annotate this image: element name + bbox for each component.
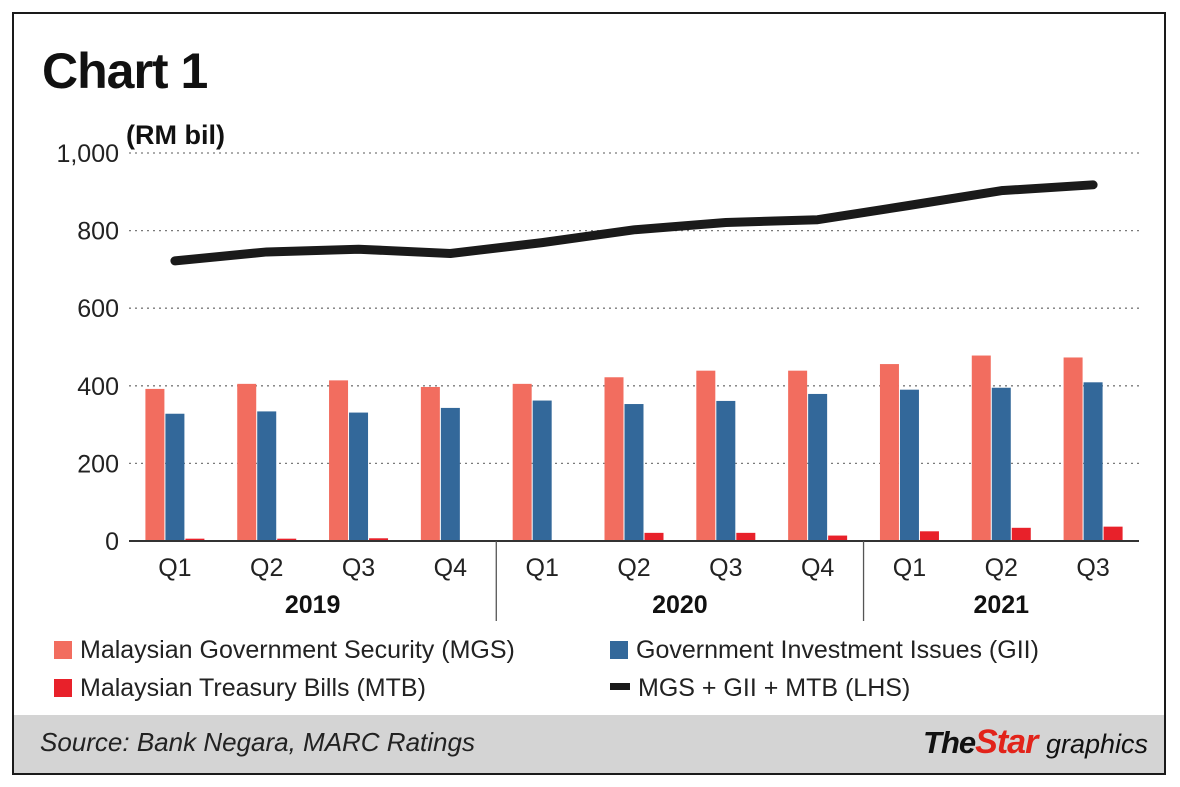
bar-gii (808, 393, 828, 541)
x-tick-label: Q2 (617, 554, 650, 582)
x-tick-label: Q4 (434, 554, 467, 582)
legend-item-total: MGS + GII + MTB (LHS) (610, 674, 910, 703)
bar-mtb (277, 538, 297, 541)
bar-gii (716, 400, 736, 541)
x-tick-label: Q3 (342, 554, 375, 582)
brand-the: The (923, 725, 976, 760)
bar-gii (1083, 382, 1103, 541)
x-tick-label: Q3 (709, 554, 742, 582)
bar-mtb (1103, 526, 1123, 541)
legend-label-mtb: Malaysian Treasury Bills (MTB) (80, 674, 426, 702)
y-tick-label: 600 (77, 295, 119, 323)
year-group-label: 2021 (973, 591, 1029, 619)
legend-item-mtb: Malaysian Treasury Bills (MTB) (54, 674, 426, 703)
unit-label: (RM bil) (126, 120, 225, 150)
bar-mgs (420, 386, 440, 541)
y-tick-label: 800 (77, 218, 119, 246)
bar-mgs (696, 370, 716, 541)
chart-title: Chart 1 (42, 43, 208, 99)
total-point (540, 241, 544, 245)
legend-swatch-mgs (54, 641, 72, 659)
total-point (357, 247, 361, 251)
total-point (173, 259, 177, 263)
bar-mgs (237, 383, 257, 541)
total-point (1091, 183, 1095, 187)
chart-plot: 0 200 400 600 800 1,000 Q1 Q2 Q3 Q4 Q1 Q2 Q3 Q4 Q1 Q2 Q3… (56, 140, 1139, 621)
legend-swatch-mtb (54, 679, 72, 697)
bar-mtb (1011, 527, 1031, 541)
bar-mgs (879, 364, 899, 541)
total-point (448, 251, 452, 255)
chart-frame: Chart 1 (RM bil) 0 200 400 600 800 1,000 Q1 Q2 Q… (12, 12, 1166, 775)
legend-swatch-gii (610, 641, 628, 659)
legend-label-total: MGS + GII + MTB (LHS) (638, 674, 911, 702)
bar-gii (257, 411, 277, 541)
total-point (632, 228, 636, 232)
y-tick-label: 400 (77, 373, 119, 401)
y-tick-label: 200 (77, 450, 119, 478)
bar-mgs (788, 370, 808, 541)
bar-gii (165, 413, 185, 541)
x-tick-label: Q2 (250, 554, 283, 582)
bar-mtb (369, 538, 389, 541)
bar-gii (532, 400, 552, 541)
legend-item-mgs: Malaysian Government Security (MGS) (54, 636, 515, 665)
y-tick-label: 0 (105, 528, 119, 556)
bar-mgs (1063, 357, 1083, 541)
legend-item-gii: Government Investment Issues (GII) (610, 636, 1039, 665)
total-point (907, 203, 911, 207)
x-tick-label: Q1 (893, 554, 926, 582)
bar-mgs (145, 388, 165, 541)
bar-gii (624, 404, 644, 541)
bar-mgs (604, 377, 624, 541)
legend-label-mgs: Malaysian Government Security (MGS) (80, 636, 515, 664)
brand-star: Star (975, 723, 1038, 761)
x-tick-label: Q1 (526, 554, 559, 582)
bar-gii (440, 407, 460, 541)
bar-mtb (919, 531, 939, 541)
y-tick-label: 1,000 (56, 140, 119, 168)
x-tick-label: Q2 (985, 554, 1018, 582)
x-tick-label: Q1 (158, 554, 191, 582)
legend-label-gii: Government Investment Issues (GII) (636, 636, 1039, 664)
year-group-label: 2019 (285, 591, 341, 619)
brand-graphics: graphics (1045, 729, 1148, 759)
bar-mtb (644, 532, 664, 541)
total-point (724, 220, 728, 224)
total-point (816, 218, 820, 222)
bar-mgs (971, 355, 991, 541)
bar-mtb (185, 538, 205, 541)
footer: Source: Bank Negara, MARC Ratings TheSta… (14, 715, 1164, 773)
bar-mtb (736, 532, 756, 541)
brand-logo: TheStar graphics (923, 723, 1148, 762)
bar-gii (349, 412, 369, 541)
bar-mgs (329, 380, 349, 541)
total-line (170, 180, 1098, 266)
total-point (999, 189, 1003, 193)
legend-swatch-total (610, 683, 630, 690)
x-tick-label: Q4 (801, 554, 834, 582)
bar-mgs (512, 383, 532, 541)
source-note: Source: Bank Negara, MARC Ratings (40, 727, 475, 757)
total-point (265, 250, 269, 254)
bar-gii (991, 387, 1011, 541)
year-group-label: 2020 (652, 591, 708, 619)
bar-mtb (828, 535, 848, 541)
bar-gii (899, 389, 919, 541)
x-tick-label: Q3 (1076, 554, 1109, 582)
